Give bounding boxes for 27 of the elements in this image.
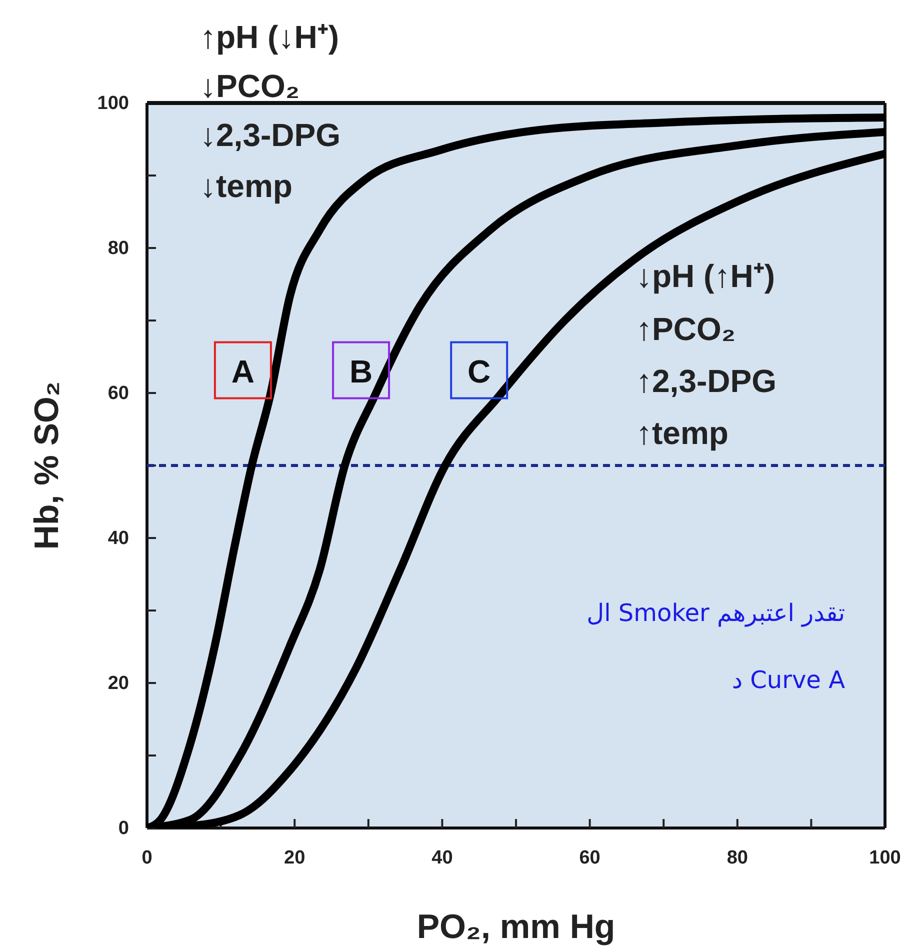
y-tick-label: 80 <box>108 238 129 260</box>
annotation: ↓temp <box>200 168 292 204</box>
annotation: د Curve A <box>732 666 846 694</box>
y-tick-label: 20 <box>108 673 129 694</box>
series-label: B <box>349 353 373 390</box>
x-tick-label: 40 <box>432 847 453 868</box>
x-tick-label: 60 <box>579 847 600 868</box>
x-tick-label: 20 <box>284 847 306 868</box>
annotation: ↓pH (↑H⁺) <box>636 258 775 294</box>
x-axis-title: PO₂, mm Hg <box>416 908 616 946</box>
series-label: A <box>231 353 254 390</box>
series-label: C <box>468 353 491 390</box>
annotation: ↑2,3-DPG <box>636 363 776 399</box>
y-axis-title: Hb, % SO₂ <box>28 381 66 550</box>
annotation: ↑temp <box>636 415 728 451</box>
annotation: ↓PCO₂ <box>200 68 300 104</box>
text: ↑pH (↓H⁺) <box>200 19 339 55</box>
x-tick-label: 100 <box>869 847 901 868</box>
annotation: ال Smoker تقدر اعتبرهم <box>586 599 845 627</box>
y-tick-label: 60 <box>108 383 129 404</box>
x-tick-label: 0 <box>142 847 152 868</box>
y-tick-label: 40 <box>108 528 129 550</box>
y-tick-label: 100 <box>97 93 129 114</box>
annotation: ↓2,3-DPG <box>200 117 340 153</box>
x-tick-label: 80 <box>726 847 748 868</box>
y-tick-label: 0 <box>118 818 129 840</box>
annotation: ↑PCO₂ <box>636 311 736 347</box>
